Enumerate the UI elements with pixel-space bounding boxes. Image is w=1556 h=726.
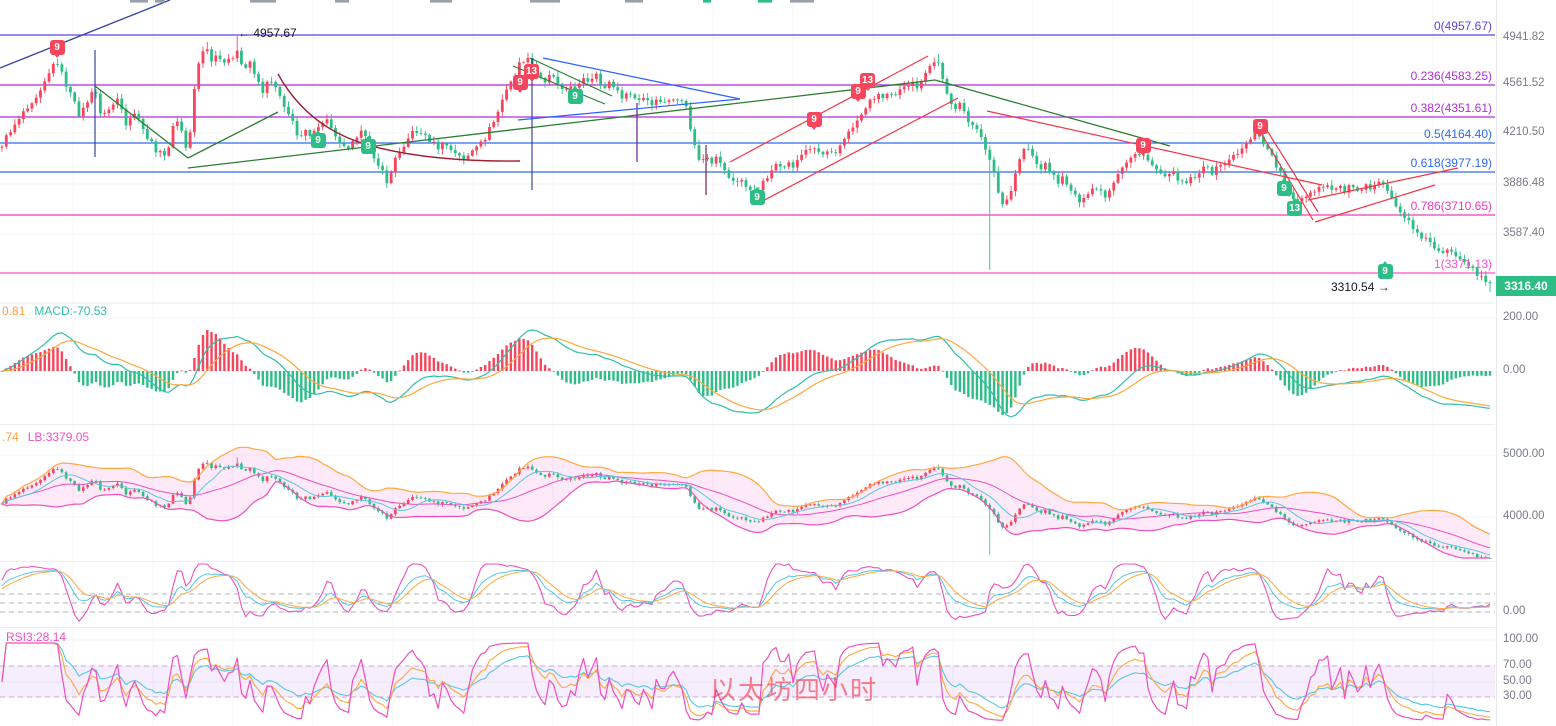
fib-label-0.618: 0.618(3977.19): [1410, 156, 1492, 170]
td-marker-13-buy: 13: [1287, 197, 1303, 216]
rsi-legend-value: RSI3:28.14: [6, 630, 67, 644]
indicator-axis-tick: 30.00: [1503, 690, 1532, 702]
td-marker-9-buy: 9: [749, 186, 765, 205]
watermark-label: 以太坊四小时: [710, 675, 879, 705]
high-price-annotation: ← 4957.67: [238, 26, 297, 40]
indicator-axis-tick: 5000.00: [1503, 448, 1545, 460]
td-marker-9-sell: 9: [1252, 118, 1268, 137]
macd-legend-partial: 0.81: [2, 304, 26, 318]
td-marker-9-buy: 9: [1377, 260, 1393, 279]
price-axis-tick: 3886.48: [1503, 177, 1545, 189]
price-axis-tick: 4210.50: [1503, 126, 1545, 138]
td-marker-9-sell: 9: [1135, 137, 1151, 156]
trend-lines-layer: [0, 0, 1459, 223]
td-marker-9-sell: 9: [806, 111, 822, 130]
current-price-badge: 3316.40: [1496, 276, 1556, 296]
fib-label-0.5: 0.5(4164.40): [1423, 127, 1492, 141]
indicator-axis-tick: 200.00: [1503, 311, 1539, 323]
price-axis-tick: 3587.40: [1503, 227, 1545, 239]
boll-legend: .74 LB:3379.05: [2, 430, 98, 444]
indicator-axis-tick: 4000.00: [1503, 510, 1545, 522]
td-marker-9-buy: 9: [360, 135, 376, 154]
boll-legend-value: LB:3379.05: [27, 430, 90, 444]
td-marker-13-sell: 13: [524, 63, 540, 82]
macd-histogram: [0, 330, 1492, 415]
macd-legend: 0.81 MACD:-70.53: [2, 304, 116, 318]
clipped-top-legend: [130, 0, 814, 3]
low-price-annotation: 3310.54 →: [1331, 280, 1390, 294]
td-marker-9-sell: 9: [512, 74, 528, 93]
indicator-axis-tick: 0.00: [1503, 605, 1526, 617]
td-marker-9-buy: 9: [310, 129, 326, 148]
candles-layer: [0, 36, 1492, 292]
fib-label-0.786: 0.786(3710.65): [1410, 199, 1492, 213]
indicator-axis-tick: 50.00: [1503, 675, 1532, 687]
indicator-axis-tick: 100.00: [1503, 633, 1539, 645]
boll-legend-partial: .74: [2, 430, 19, 444]
td-marker-9-buy: 9: [1276, 177, 1292, 196]
indicator-axis-tick: 70.00: [1503, 659, 1532, 671]
td-marker-13-sell: 13: [860, 72, 876, 91]
indicator-axis-tick: 0.00: [1503, 364, 1526, 376]
price-axis-tick: 4941.82: [1503, 31, 1545, 43]
td-marker-9-buy: 9: [567, 85, 583, 104]
fib-label-0.236: 0.236(4583.25): [1410, 69, 1492, 83]
fib-label-0.382: 0.382(4351.61): [1410, 101, 1492, 115]
price-axis-tick: 4561.52: [1503, 77, 1545, 89]
td-marker-9-sell: 9: [49, 39, 65, 58]
fib-label-0: 0(4957.67): [1433, 19, 1492, 33]
rsi-legend: RSI3:28.14: [6, 630, 75, 644]
fib-label-1: 1(3371.13): [1433, 257, 1492, 271]
price-scale[interactable]: [1496, 0, 1556, 726]
macd-legend-value: MACD:-70.53: [34, 304, 108, 318]
